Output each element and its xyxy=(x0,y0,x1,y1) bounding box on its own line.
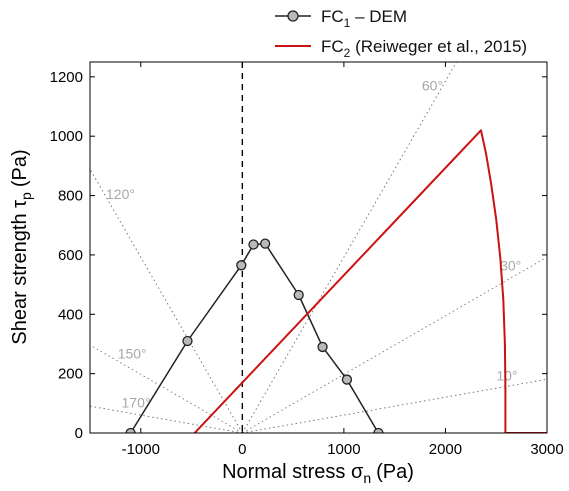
y-tick-label: 800 xyxy=(58,188,83,205)
angle-label-10: 10° xyxy=(496,368,517,384)
series-1-point xyxy=(373,427,384,433)
y-axis-title: Shear strength τp (Pa) xyxy=(9,149,34,344)
series-1-point xyxy=(236,260,247,271)
angle-line-150 xyxy=(90,344,243,433)
x-axis-title-unit: (Pa) xyxy=(376,461,414,483)
plot-area: 10° 30° 60° 120° 150° 170° xyxy=(90,62,547,433)
legend-label-fc1-rest: – DEM xyxy=(350,7,407,26)
y-axis-ticks: 0 200 400 600 800 1000 1200 xyxy=(50,69,547,442)
x-axis-title: Normal stress σn (Pa) xyxy=(222,461,414,486)
x-tick-label: 1000 xyxy=(327,441,360,458)
x-tick-label: -1000 xyxy=(122,441,160,458)
series-1-point xyxy=(341,374,353,385)
legend-label-fc1: FC1 – DEM xyxy=(321,7,407,30)
angle-label-60: 60° xyxy=(422,78,443,94)
series-1-point xyxy=(182,335,193,347)
x-axis-title-main: Normal stress σ xyxy=(222,461,364,483)
angle-line-120 xyxy=(90,168,243,433)
series-1-point xyxy=(260,238,271,249)
angle-label-170: 170° xyxy=(122,394,151,410)
legend-label-fc1-sub: 1 xyxy=(344,16,351,30)
plot-frame xyxy=(89,61,548,434)
legend-label-fc2: FC2 (Reiweger et al., 2015) xyxy=(321,37,527,60)
angle-label-30: 30° xyxy=(500,257,521,273)
angle-label-150: 150° xyxy=(118,345,147,361)
angle-line-60 xyxy=(241,62,458,433)
y-axis-title-main: Shear strength τ xyxy=(9,200,31,345)
x-tick-label: 3000 xyxy=(530,441,563,458)
y-axis-title-unit: (Pa) xyxy=(9,149,31,187)
series-line-2 xyxy=(193,129,547,433)
y-tick-label: 400 xyxy=(58,306,83,323)
legend: FC1 – DEM FC2 (Reiweger et al., 2015) xyxy=(275,7,527,60)
x-axis-ticks: -1000 0 1000 2000 3000 xyxy=(122,62,564,458)
x-tick-label: 0 xyxy=(238,441,246,458)
series-1-point xyxy=(248,239,259,250)
legend-swatch-fc1-marker xyxy=(287,10,299,22)
x-axis-title-sub: n xyxy=(363,470,371,486)
y-tick-label: 1200 xyxy=(50,69,83,86)
angle-line-10 xyxy=(242,378,547,433)
series-1-point xyxy=(317,341,328,353)
y-tick-label: 200 xyxy=(58,366,83,383)
legend-label-fc2-sub: 2 xyxy=(344,46,351,60)
angle-line-170 xyxy=(90,405,243,433)
series-1-point xyxy=(125,427,136,433)
angle-lines: 10° 30° 60° 120° 150° 170° xyxy=(90,62,547,433)
y-axis-title-sub: p xyxy=(18,192,34,200)
y-tick-label: 1000 xyxy=(50,128,83,145)
y-tick-label: 600 xyxy=(58,247,83,264)
legend-label-fc2-main: FC xyxy=(321,37,344,56)
angle-line-30 xyxy=(242,256,547,433)
x-tick-label: 2000 xyxy=(429,441,462,458)
legend-entry-fc2: FC2 (Reiweger et al., 2015) xyxy=(275,37,527,60)
series-line-1 xyxy=(129,242,380,433)
angle-label-120: 120° xyxy=(106,186,135,202)
legend-entry-fc1: FC1 – DEM xyxy=(275,7,407,30)
legend-label-fc2-rest: (Reiweger et al., 2015) xyxy=(350,37,527,56)
series-layer xyxy=(125,129,547,433)
series-1-point xyxy=(293,289,304,301)
legend-label-fc1-main: FC xyxy=(321,7,344,26)
y-tick-label: 0 xyxy=(75,425,83,442)
